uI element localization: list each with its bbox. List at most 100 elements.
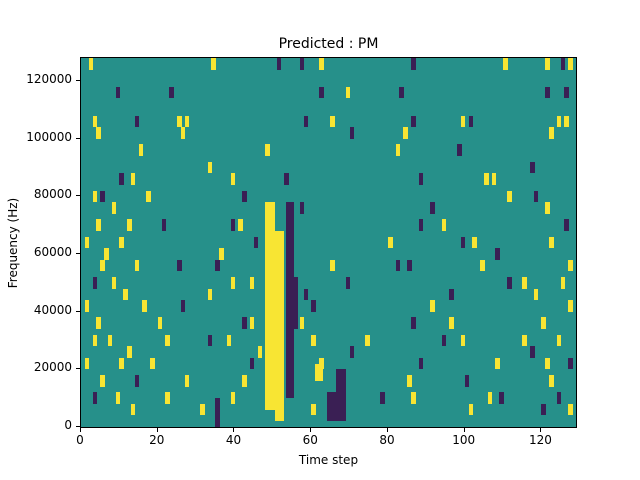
heatmap-cell: [545, 86, 550, 99]
heatmap-cell: [146, 190, 151, 203]
y-axis-label: Frequency (Hz): [6, 197, 20, 289]
heatmap-cell: [418, 219, 424, 231]
y-tick-mark: [76, 426, 80, 427]
heatmap-cell: [495, 248, 500, 260]
heatmap-cell: [119, 173, 124, 185]
heatmap-cell: [226, 334, 232, 347]
heatmap-cell: [265, 144, 270, 157]
heatmap-cell: [84, 236, 90, 249]
heatmap-cell: [219, 248, 224, 260]
heatmap-cell: [119, 357, 124, 370]
heatmap-cell: [568, 357, 573, 370]
heatmap-cell: [111, 202, 117, 214]
heatmap-cell: [130, 403, 136, 416]
heatmap-cell: [100, 190, 105, 203]
heatmap-cell: [411, 115, 416, 128]
heatmap-cell: [349, 127, 355, 139]
heatmap-cell: [556, 392, 562, 404]
heatmap-cell: [441, 219, 447, 231]
heatmap-cell: [541, 317, 547, 329]
heatmap-cell: [134, 115, 140, 128]
heatmap-cell: [303, 115, 309, 128]
heatmap-cell: [230, 219, 236, 231]
heatmap-cell: [503, 58, 508, 70]
y-tick-mark: [76, 253, 80, 255]
heatmap-cell: [249, 317, 255, 329]
heatmap-cell: [180, 300, 186, 312]
x-tick-mark: [233, 428, 235, 432]
heatmap-cell: [460, 334, 466, 347]
heatmap-cell: [215, 259, 220, 272]
heatmap-cell: [230, 277, 236, 289]
y-tick-mark: [76, 310, 80, 312]
heatmap-cell: [522, 277, 527, 289]
heatmap-cell: [100, 259, 105, 272]
heatmap-cell: [211, 58, 217, 70]
heatmap-cell: [127, 346, 132, 358]
heatmap-cell: [460, 236, 466, 249]
heatmap-cell: [276, 58, 282, 70]
heatmap-cell: [407, 375, 412, 387]
heatmap-cell: [560, 277, 566, 289]
heatmap-cell: [345, 277, 351, 289]
heatmap-cell: [460, 115, 466, 128]
heatmap-cell: [364, 334, 370, 347]
heatmap-cell: [242, 190, 247, 203]
heatmap-cell: [556, 115, 562, 128]
heatmap-cell: [491, 173, 497, 185]
heatmap-cell: [464, 375, 470, 387]
heatmap-cell: [449, 317, 454, 329]
heatmap-cell: [107, 334, 113, 347]
heatmap-cell: [242, 375, 247, 387]
x-axis-label: Time step: [298, 453, 359, 467]
heatmap-cell: [207, 334, 213, 347]
heatmap-cell: [495, 357, 500, 370]
heatmap-cell: [549, 236, 554, 249]
heatmap-cell: [549, 127, 554, 139]
x-tick-label: 80: [379, 433, 395, 447]
heatmap-cell: [92, 334, 98, 347]
y-tick-label: 40000: [33, 302, 72, 317]
x-tick-mark: [80, 428, 81, 432]
heatmap-cell: [395, 259, 401, 272]
heatmap-cell: [472, 236, 477, 249]
heatmap-cell: [88, 58, 94, 70]
heatmap-cell: [84, 357, 90, 370]
heatmap-cell: [299, 202, 305, 214]
heatmap-cell: [180, 127, 186, 139]
x-tick-label: 120: [529, 433, 552, 447]
heatmap-cell: [430, 300, 435, 312]
heatmap-cell: [199, 403, 205, 416]
y-tick-label: 120000: [26, 72, 72, 87]
heatmap-cell: [215, 398, 220, 427]
heatmap-cell: [387, 236, 393, 249]
heatmap-cell: [330, 115, 335, 128]
heatmap-plot: [80, 57, 577, 428]
heatmap-cell: [318, 58, 324, 70]
heatmap-cell: [549, 375, 554, 387]
heatmap-cell: [533, 190, 539, 203]
heatmap-cell: [157, 317, 163, 329]
heatmap-cell: [449, 288, 454, 301]
heatmap-cell: [457, 144, 462, 157]
heatmap-cell: [311, 334, 316, 347]
heatmap-cell: [506, 277, 512, 289]
x-tick-mark: [156, 428, 158, 432]
heatmap-cell: [293, 277, 298, 329]
heatmap-cell: [315, 363, 323, 381]
chart-title: Predicted : PM: [278, 36, 379, 52]
heatmap-cell: [529, 161, 535, 174]
heatmap-cell: [253, 236, 259, 249]
x-tick-label: 40: [225, 433, 242, 447]
heatmap-cell: [265, 202, 275, 410]
y-tick-label: 60000: [33, 245, 72, 260]
heatmap-cell: [411, 392, 416, 404]
heatmap-cell: [556, 334, 562, 347]
heatmap-cell: [127, 219, 132, 231]
heatmap-cell: [142, 300, 147, 312]
x-tick-label: 20: [149, 433, 165, 447]
heatmap-cell: [568, 300, 573, 312]
heatmap-cell: [418, 357, 424, 370]
heatmap-cell: [395, 144, 401, 157]
